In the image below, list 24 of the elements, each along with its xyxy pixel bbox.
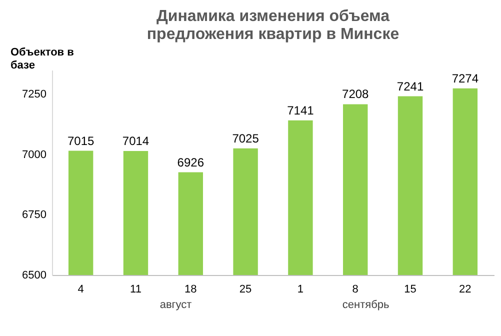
text: август	[160, 299, 192, 311]
x-tick-label: 25	[239, 284, 252, 296]
x-tick-label: 1	[297, 284, 304, 296]
data-label: 7014	[122, 134, 150, 148]
data-label: 7141	[287, 103, 314, 118]
x-tick-label: 22	[459, 284, 472, 296]
x-tick-label: 11	[130, 284, 142, 296]
x-tick-label: 8	[352, 284, 358, 296]
y-tick-label: 6750	[22, 209, 46, 222]
data-label: 7015	[67, 134, 94, 148]
x-tick-label: 4	[78, 284, 84, 296]
chart-title: Динамика изменения объема предложения квартир в Минске	[146, 8, 400, 43]
y-tick-label: 7250	[22, 88, 46, 101]
data-label: 7274	[452, 71, 479, 86]
y-tick-label: 7000	[22, 148, 46, 161]
data-label: 7025	[232, 131, 260, 146]
data-label: 6926	[177, 155, 204, 170]
x-tick-label: 18	[184, 284, 197, 296]
x-tick-label: 15	[404, 284, 416, 296]
data-label: 7208	[342, 87, 370, 102]
data-label: 7241	[396, 79, 424, 94]
y-tick-label: 6500	[22, 270, 46, 282]
text: сентябрь	[342, 299, 390, 311]
y-axis-title: Объектов в базе	[10, 46, 74, 72]
